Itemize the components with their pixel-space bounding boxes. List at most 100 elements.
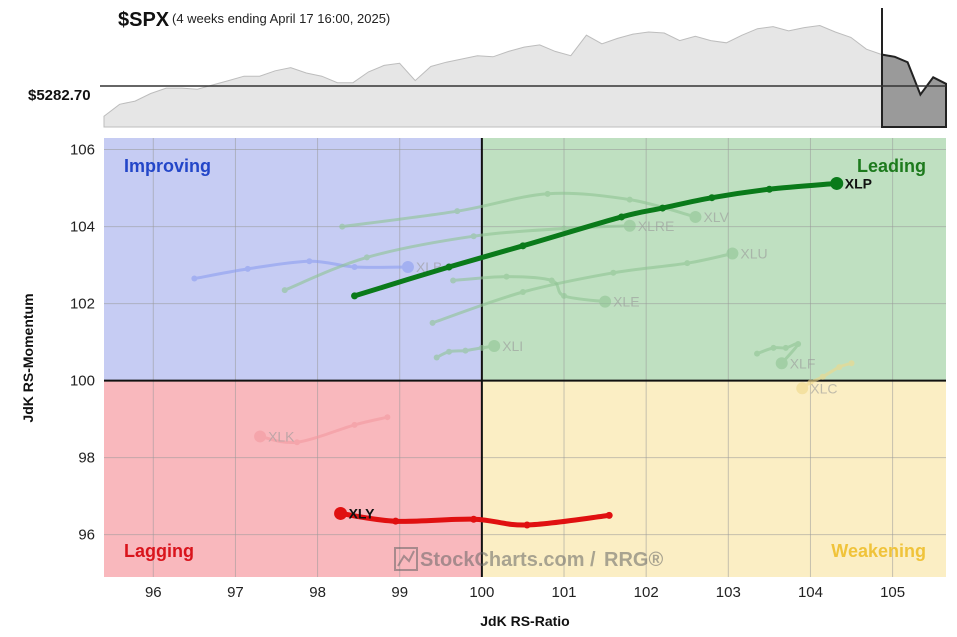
y-tick-label-104: 104 xyxy=(70,219,95,236)
period-subtitle: (4 weeks ending April 17 16:00, 2025) xyxy=(172,11,390,26)
tail-point-xlb-1 xyxy=(244,265,251,272)
center-lines xyxy=(104,138,946,577)
tail-point-xlp-2 xyxy=(519,242,527,250)
grid-lines xyxy=(104,138,946,577)
tail-point-xlu-1 xyxy=(519,289,526,296)
quadrant-label-improving: Improving xyxy=(124,156,211,176)
tail-xle: XLE xyxy=(450,273,640,310)
tail-point-xlv-3 xyxy=(626,196,633,203)
tail-xlu: XLU xyxy=(429,246,768,326)
x-tick-label-101: 101 xyxy=(552,584,577,601)
tail-point-xlb-2 xyxy=(306,258,313,265)
tail-point-xlu-0 xyxy=(429,319,436,326)
tail-point-xlre-2 xyxy=(470,233,477,240)
head-point-xlre xyxy=(623,219,636,232)
y-tick-label-102: 102 xyxy=(70,296,95,313)
symbol-label-xlu: XLU xyxy=(740,246,767,262)
quadrant-label-lagging: Lagging xyxy=(124,541,194,561)
quadrant-lagging xyxy=(104,380,482,577)
x-tick-label-102: 102 xyxy=(634,584,659,601)
tail-point-xlc-3 xyxy=(807,379,814,386)
tail-point-xli-1 xyxy=(446,348,453,355)
head-point-xlk xyxy=(254,430,267,443)
symbol-label-xly: XLY xyxy=(349,505,376,521)
x-tick-label-97: 97 xyxy=(227,584,244,601)
symbol-title: $SPX xyxy=(118,9,170,31)
x-tick-label-100: 100 xyxy=(469,584,494,601)
symbol-label-xlf: XLF xyxy=(790,355,816,371)
tail-point-xlre-0 xyxy=(281,287,288,294)
symbol-label-xlre: XLRE xyxy=(638,218,675,234)
symbol-label-xli: XLI xyxy=(502,338,523,354)
symbol-label-xlk: XLK xyxy=(268,428,295,444)
tail-point-xly-2 xyxy=(470,515,478,523)
tail-point-xlu-3 xyxy=(684,260,691,267)
tail-xlf: XLF xyxy=(754,341,815,371)
tail-point-xlre-3 xyxy=(561,225,568,232)
tail-point-xlp-5 xyxy=(708,194,716,202)
axis-ticks: 96 97 98 99 100 101 102 103 104 105 96 98 100 102 104 1… xyxy=(70,142,905,601)
head-point-xli xyxy=(488,339,501,352)
head-point-xlc xyxy=(796,382,809,395)
price-label: $5282.70 xyxy=(28,87,91,104)
symbol-label-xle: XLE xyxy=(613,294,639,310)
price-panel: $SPX (4 weeks ending April 17 16:00, 202… xyxy=(28,8,947,128)
x-tick-label-99: 99 xyxy=(391,584,408,601)
tail-point-xlf-1 xyxy=(770,344,777,351)
x-axis-title: JdK RS-Ratio xyxy=(480,613,569,629)
symbol-label-xlp: XLP xyxy=(845,175,872,191)
x-tick-label-103: 103 xyxy=(716,584,741,601)
tail-point-xlp-3 xyxy=(618,213,626,221)
tail-point-xlp-1 xyxy=(445,263,453,271)
tail-xlc: XLC xyxy=(796,360,855,396)
tail-point-xli-2 xyxy=(462,347,469,354)
y-tick-label-106: 106 xyxy=(70,142,95,159)
tail-point-xlu-2 xyxy=(610,269,617,276)
tail-point-xli-3 xyxy=(478,344,485,351)
tail-point-xly-0 xyxy=(605,511,613,519)
tail-point-xlv-1 xyxy=(454,208,461,215)
y-tick-label-96: 96 xyxy=(78,527,95,544)
tail-point-xle-3 xyxy=(561,292,568,299)
tail-xlv: XLV xyxy=(339,190,730,230)
tail-xlk: XLK xyxy=(254,414,391,446)
symbol-label-xlc: XLC xyxy=(810,380,837,396)
watermark: StockCharts.com / RRG® xyxy=(394,547,663,571)
x-tick-label-104: 104 xyxy=(798,584,823,601)
tail-point-xlp-6 xyxy=(765,185,773,193)
tail-point-xly-1 xyxy=(523,521,531,529)
x-tick-label-96: 96 xyxy=(145,584,162,601)
watermark-product: RRG® xyxy=(604,549,663,571)
head-point-xlf xyxy=(775,357,788,370)
tail-point-xlc-2 xyxy=(819,373,826,380)
head-point-xly xyxy=(334,506,348,520)
tail-point-xle-1 xyxy=(503,273,510,280)
tail-xly: XLY xyxy=(334,505,613,529)
head-point-xlp xyxy=(830,176,844,190)
y-tick-label-98: 98 xyxy=(78,450,95,467)
quadrant-label-weakening: Weakening xyxy=(831,541,926,561)
tail-point-xlp-4 xyxy=(659,204,667,212)
tail-point-xlp-0 xyxy=(351,292,359,300)
recent-price-area xyxy=(881,53,947,128)
quadrant-improving xyxy=(104,138,482,381)
tail-point-xlb-3 xyxy=(351,264,358,271)
tail-point-xlc-0 xyxy=(848,360,855,367)
tail-point-xlk-2 xyxy=(294,439,301,446)
tail-xli: XLI xyxy=(433,338,523,361)
tail-point-xlk-0 xyxy=(384,414,391,421)
tail-point-xlv-0 xyxy=(339,223,346,230)
quadrant-label-leading: Leading xyxy=(857,156,926,176)
tail-line-xlk xyxy=(258,415,389,445)
tail-point-xle-2 xyxy=(548,277,555,284)
head-point-xlv xyxy=(689,210,702,223)
watermark-brand: StockCharts.com xyxy=(420,549,585,571)
tail-point-xly-3 xyxy=(392,517,400,525)
tail-line-xlu xyxy=(431,252,734,325)
tail-point-xlre-1 xyxy=(363,254,370,261)
tail-point-xlb-0 xyxy=(191,275,198,282)
head-point-xle xyxy=(599,295,612,308)
